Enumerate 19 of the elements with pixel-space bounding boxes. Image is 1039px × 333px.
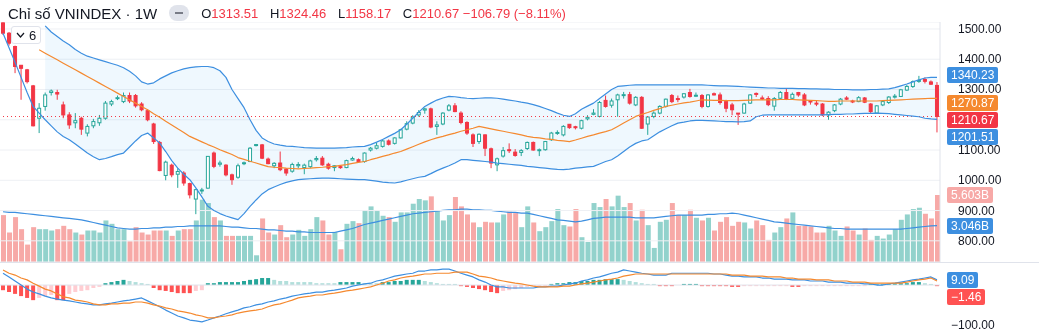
y-tick-label: 1300.00 — [958, 82, 1002, 97]
y-tick-label: 1400.00 — [958, 52, 1002, 67]
y-tick-label: 1500.00 — [958, 21, 1002, 36]
y-tick-label: 900.00 — [958, 203, 996, 218]
data-label: 1201.51 — [947, 129, 999, 146]
text: 5.603B — [947, 187, 994, 203]
y-tick-label: 800.00 — [958, 233, 996, 248]
text: −100.00 — [951, 318, 995, 332]
text: −1.46 — [947, 288, 986, 305]
chart-title: Chỉ số VNINDEX · 1W — [8, 4, 158, 22]
y-tick-label: 1100.00 — [958, 143, 1001, 158]
chart-subtitle: O1313.51 H1324.46 L1158.17 C1210.67 −106.79 (−8.11%) — [201, 5, 566, 21]
data-label: 1270.87 — [947, 95, 999, 112]
ref-line-label: 1210.67 — [947, 112, 999, 129]
text: 3.046B — [947, 217, 994, 234]
data-label: 1340.23 — [947, 67, 999, 84]
y-tick-label: 1000.00 — [958, 173, 1002, 188]
annotation: 6 — [29, 27, 37, 43]
text: 9.09 — [947, 271, 979, 288]
